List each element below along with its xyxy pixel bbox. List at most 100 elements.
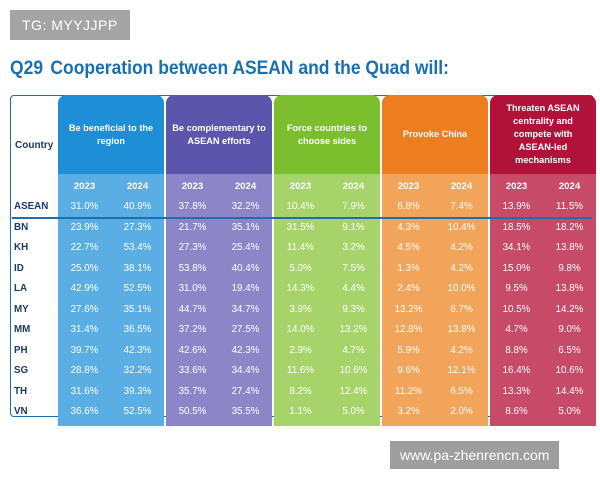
value-cell: 27.5% [231,324,260,335]
value-cell: 8.8% [505,344,528,356]
value-cell: 13.8% [555,242,584,253]
value-cell: 13.2% [394,303,423,315]
value-cell: 13.8% [555,283,584,294]
value-cell: 7.4% [450,201,473,212]
value-cell: 10.6% [555,365,584,376]
value-cell: 44.7% [178,303,207,315]
value-cell: 19.4% [231,283,260,294]
country-label: ID [14,262,24,274]
value-cell: 42.9% [70,283,99,294]
value-cell: 9.0% [558,324,581,335]
country-label: PH [14,344,28,356]
value-cell: 32.2% [123,365,152,376]
group-header-4: Provoke China [382,95,488,174]
question-text: Cooperation between ASEAN and the Quad w… [50,58,449,79]
value-cell: 35.7% [178,385,207,397]
value-cell: 34.1% [502,242,531,253]
value-cell: 10.6% [339,365,368,376]
value-cell: 42.3% [123,344,152,356]
year-header: 2024 [450,181,473,192]
value-cell: 31.4% [70,324,99,335]
value-cell: 12.1% [447,365,476,376]
value-cell: 6.8% [397,201,420,212]
group-column-3 [274,174,380,426]
value-cell: 50.5% [178,406,207,417]
value-cell: 40.4% [231,262,260,274]
value-cell: 10.4% [286,201,315,212]
value-cell: 9.1% [342,221,365,233]
country-label: KH [14,242,29,253]
value-cell: 13.8% [447,324,476,335]
value-cell: 22.7% [70,242,99,253]
group-column-1 [58,174,164,426]
value-cell: 27.3% [123,221,152,233]
value-cell: 10.0% [447,283,476,294]
value-cell: 32.2% [231,201,260,212]
value-cell: 5.0% [342,406,365,417]
country-label: MY [14,303,29,315]
value-cell: 33.6% [178,365,207,376]
value-cell: 34.4% [231,365,260,376]
value-cell: 12.8% [394,324,423,335]
value-cell: 9.6% [397,365,420,376]
group-column-5 [490,174,596,426]
value-cell: 31.0% [70,201,99,212]
value-cell: 4.7% [342,344,365,356]
channel-tag: TG: MYYJJPP [10,10,130,40]
value-cell: 9.3% [342,303,365,315]
country-label: TH [14,385,28,397]
value-cell: 42.6% [178,344,207,356]
value-cell: 13.2% [339,324,368,335]
value-cell: 18.5% [502,221,531,233]
value-cell: 38.1% [123,262,152,274]
group-column-2 [166,174,272,426]
value-cell: 4.5% [397,242,420,253]
value-cell: 35.1% [123,303,152,315]
group-header-5: Threaten ASEAN centrality and compete wi… [490,95,596,174]
country-label: BN [14,221,29,233]
value-cell: 14.3% [286,283,315,294]
value-cell: 9.5% [505,283,528,294]
value-cell: 6.5% [558,344,581,356]
value-cell: 25.0% [70,262,99,274]
value-cell: 16.4% [502,365,531,376]
country-label: ASEAN [14,201,49,212]
year-header: 2023 [73,181,96,192]
country-column-header: Country [15,140,54,151]
country-label: LA [14,283,28,294]
website-watermark: www.pa-zhenrencn.com [390,441,560,469]
value-cell: 37.2% [178,324,207,335]
value-cell: 28.8% [70,365,99,376]
chart-title: Q29 Cooperation between ASEAN and the Qua… [10,58,449,80]
value-cell: 10.5% [502,303,531,315]
value-cell: 14.4% [555,385,584,397]
value-cell: 11.2% [394,385,423,397]
value-cell: 5.9% [397,344,420,356]
group-column-4 [382,174,488,426]
value-cell: 39.3% [123,385,152,397]
value-cell: 27.4% [231,385,260,397]
value-cell: 53.4% [123,242,152,253]
value-cell: 3.2% [342,242,365,253]
value-cell: 1.3% [397,262,420,274]
value-cell: 36.6% [70,406,99,417]
value-cell: 2.0% [450,406,473,417]
group-header-2: Be complementary to ASEAN efforts [166,95,272,174]
value-cell: 10.4% [447,221,476,233]
value-cell: 35.5% [231,406,260,417]
value-cell: 4.7% [505,324,528,335]
value-cell: 39.7% [70,344,99,356]
value-cell: 5.0% [289,262,312,274]
value-cell: 6.7% [450,303,473,315]
year-header: 2024 [342,181,365,192]
value-cell: 4.2% [450,262,473,274]
year-header: 2023 [505,181,528,192]
value-cell: 27.3% [178,242,207,253]
year-header: 2024 [558,181,581,192]
value-cell: 4.3% [397,221,420,233]
value-cell: 6.5% [450,385,473,397]
value-cell: 40.9% [123,201,152,212]
value-cell: 11.5% [555,201,584,212]
year-header: 2024 [126,181,149,192]
value-cell: 52.5% [123,283,152,294]
